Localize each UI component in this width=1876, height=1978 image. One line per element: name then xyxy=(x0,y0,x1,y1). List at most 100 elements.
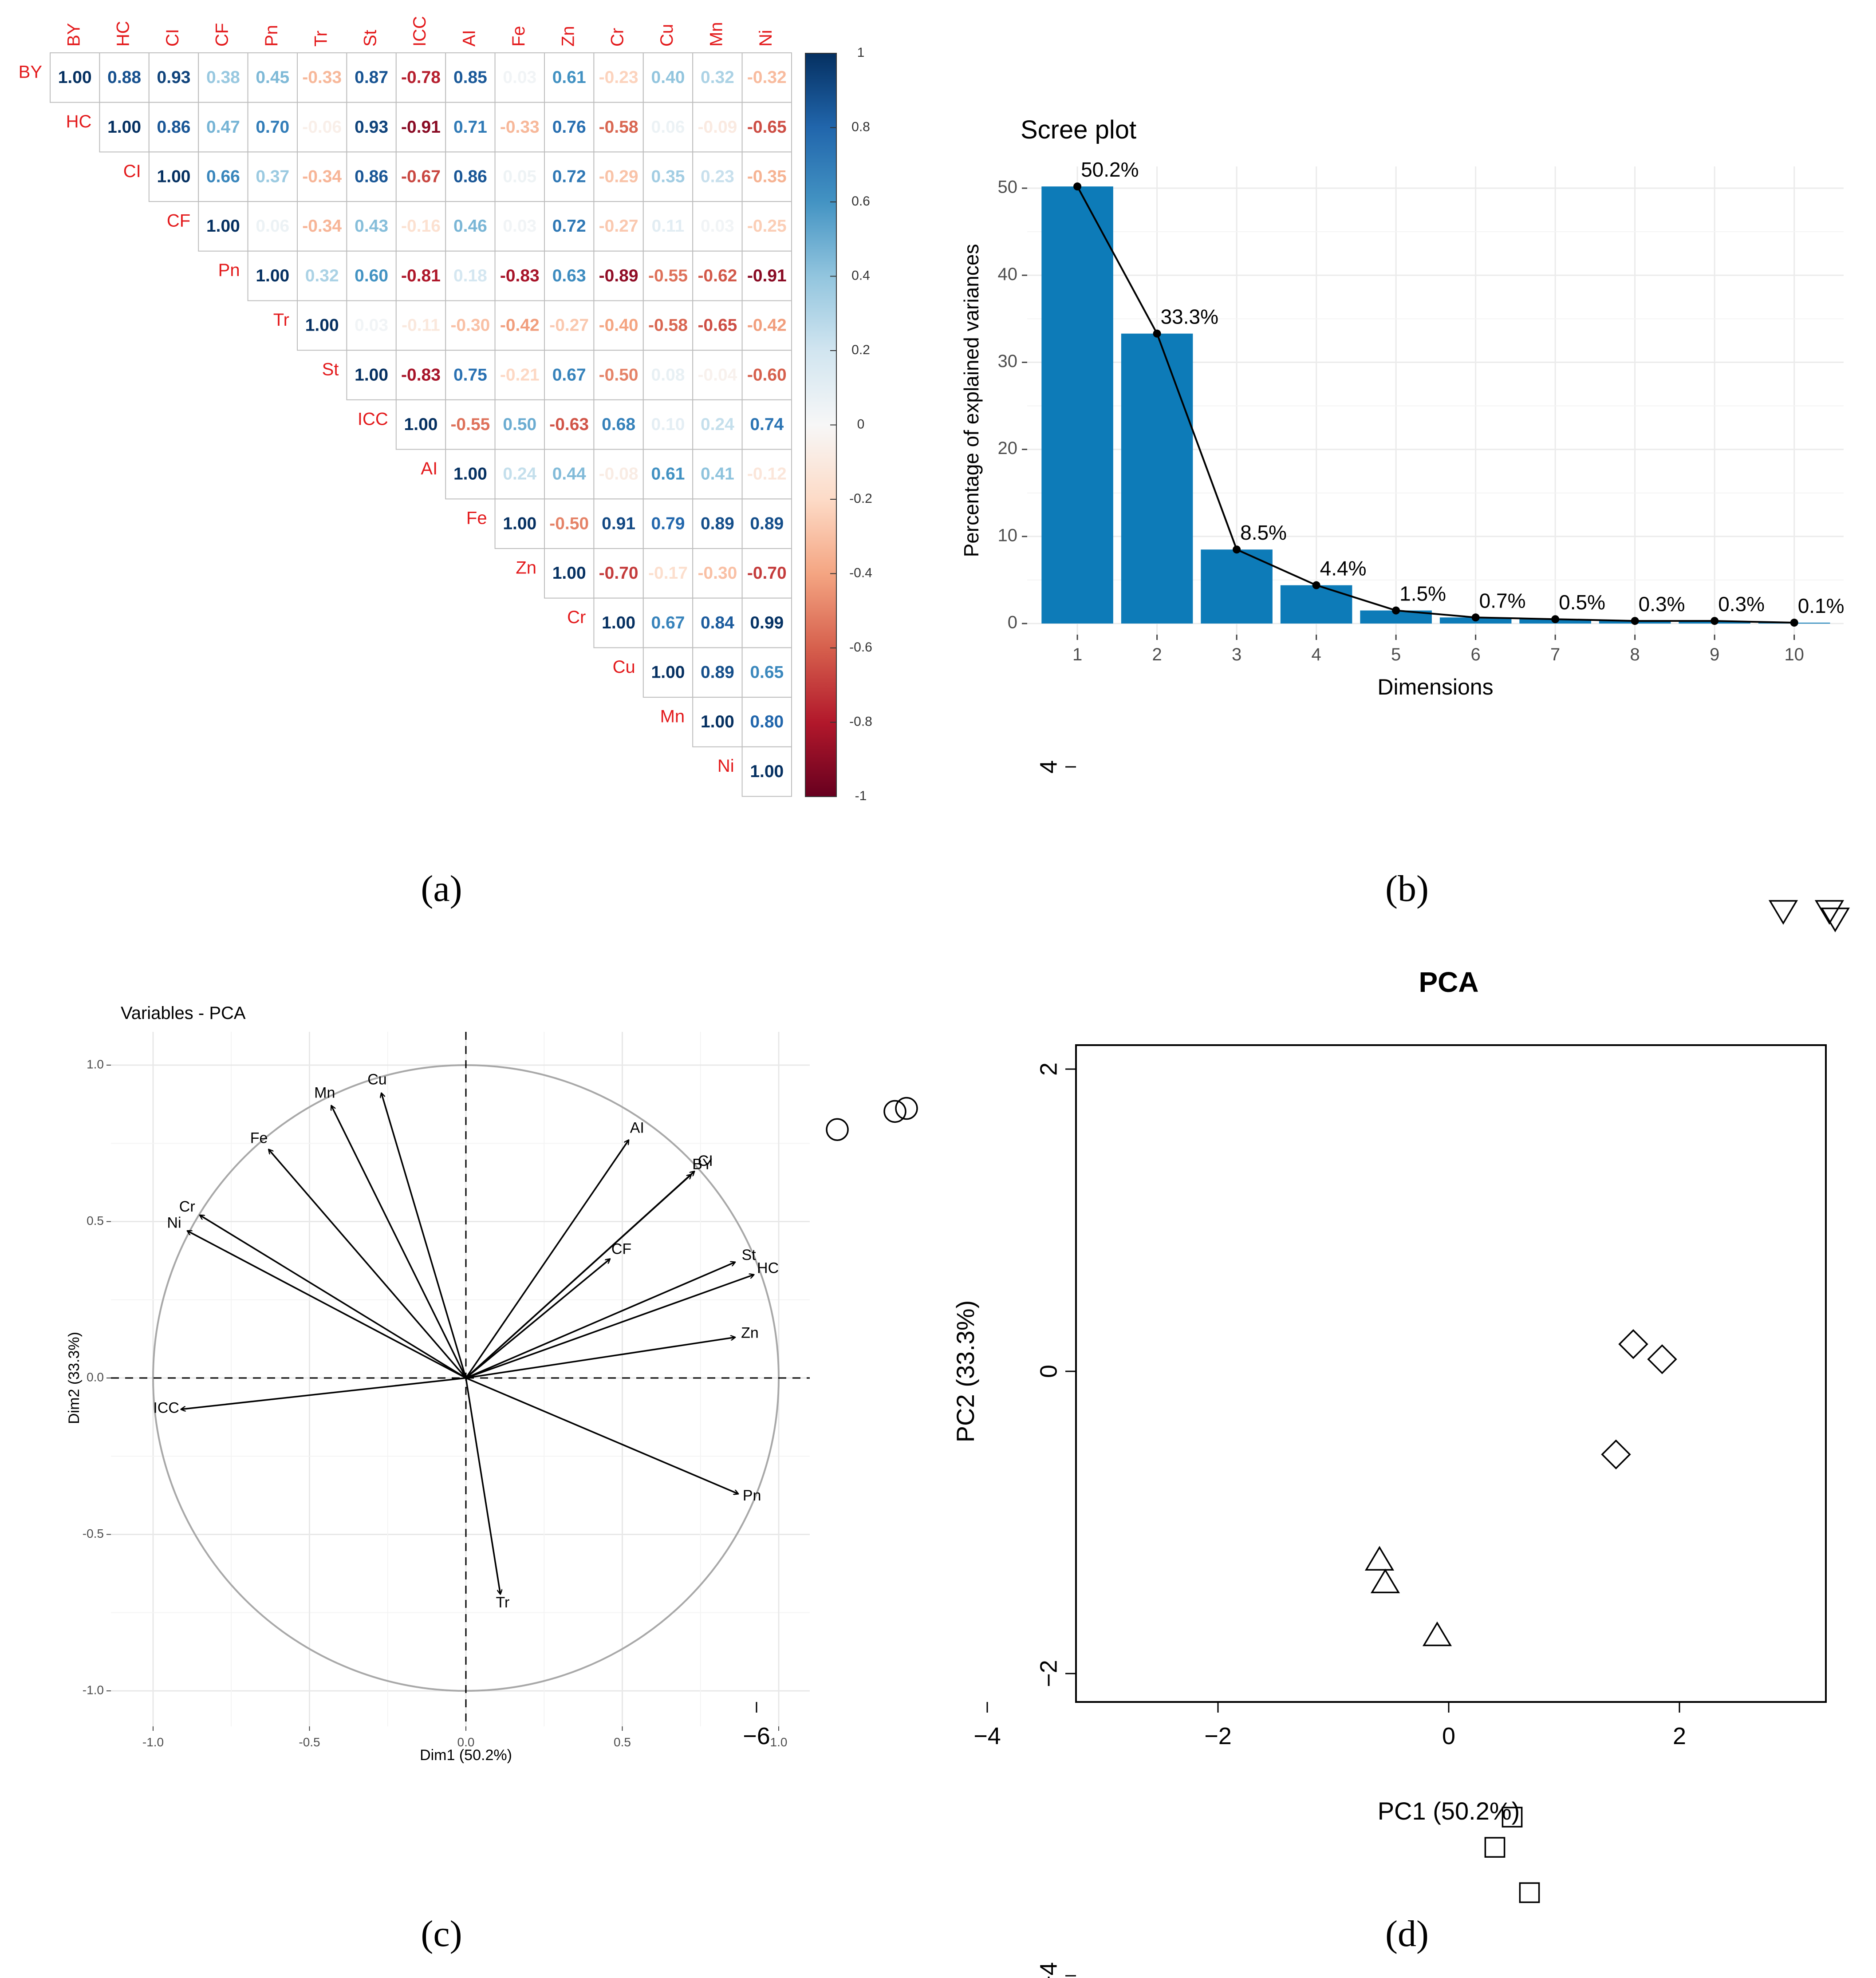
cell-Zn-Ni xyxy=(741,548,792,599)
cell-value-St-Cu: 0.08 xyxy=(651,365,685,384)
cell-Cr-Ni xyxy=(741,597,792,648)
vector-CI xyxy=(465,1172,694,1379)
cell-value-Fe-Fe: 1.00 xyxy=(503,514,536,533)
cell-value-CF-Ni: -0.25 xyxy=(747,217,787,236)
y-tick-label: 2 xyxy=(1035,1062,1062,1076)
x-tick-label: 2 xyxy=(1673,1723,1686,1749)
cell-value-HC-HC: 1.00 xyxy=(107,118,141,137)
value-label-8: 0.3% xyxy=(1639,592,1685,616)
col-label-Cu: Cu xyxy=(657,24,677,47)
col-label-Zn: Zn xyxy=(558,26,578,47)
point-square-2 xyxy=(1484,1837,1506,1858)
vector-label-ICC: ICC xyxy=(153,1399,179,1416)
cell-value-HC-Zn: 0.76 xyxy=(552,118,586,137)
cell-Zn-Cr xyxy=(593,548,644,599)
value-label-6: 0.7% xyxy=(1479,589,1526,612)
cell-value-CF-Pn: 0.06 xyxy=(256,217,289,236)
cell-value-AI-AI: 1.00 xyxy=(453,465,487,484)
col-label-St: St xyxy=(361,30,380,47)
scree-point-6 xyxy=(1471,613,1480,622)
cell-BY-HC xyxy=(99,52,150,103)
x-tick-label: 4 xyxy=(1312,645,1321,664)
col-label-CI: CI xyxy=(163,29,182,47)
cell-value-HC-CI: 0.86 xyxy=(157,118,191,137)
cell-ICC-Zn xyxy=(544,399,595,450)
cell-ICC-Fe xyxy=(494,399,545,450)
scree-point-1 xyxy=(1073,182,1082,191)
vector-label-BY: BY xyxy=(692,1156,712,1173)
cell-value-AI-Zn: 0.44 xyxy=(552,465,586,484)
vector-label-Ni: Ni xyxy=(167,1214,181,1231)
cell-value-Tr-Fe: -0.42 xyxy=(500,316,540,335)
cell-value-CF-CF: 1.00 xyxy=(206,217,240,236)
cell-AI-AI xyxy=(445,449,496,500)
cell-Pn-Mn xyxy=(692,250,743,301)
cell-BY-BY xyxy=(50,52,100,103)
row-label-CI: CI xyxy=(123,162,141,181)
cell-value-ICC-Ni: 0.74 xyxy=(750,415,784,434)
vector-label-CI: CI xyxy=(698,1153,713,1169)
cell-value-Tr-AI: -0.30 xyxy=(450,316,490,335)
point-triangle-up-2 xyxy=(1370,1568,1400,1594)
x-tick-label: 1.0 xyxy=(770,1735,788,1749)
vector-ICC xyxy=(181,1377,466,1409)
x-tick-label: -0.5 xyxy=(299,1735,320,1749)
cell-value-Pn-Cu: -0.55 xyxy=(648,266,688,285)
col-label-Fe: Fe xyxy=(509,26,528,47)
cell-BY-CI xyxy=(148,52,199,103)
value-label-9: 0.3% xyxy=(1718,592,1765,616)
x-tick-label: −4 xyxy=(973,1723,1001,1749)
cell-value-CI-Pn: 0.37 xyxy=(256,167,289,186)
cell-Pn-Ni xyxy=(741,250,792,301)
cell-Cr-Cu xyxy=(642,597,694,648)
vector-label-Fe: Fe xyxy=(250,1130,268,1147)
colorbar-tick-label: 0.2 xyxy=(851,343,870,357)
cell-value-CF-Tr: -0.34 xyxy=(302,217,342,236)
cell-value-Tr-ICC: -0.11 xyxy=(402,316,440,335)
x-tick-label: 2 xyxy=(1152,645,1162,664)
y-tick-label: -1.0 xyxy=(83,1683,104,1697)
row-label-Mn: Mn xyxy=(660,707,685,726)
row-label-Fe: Fe xyxy=(466,509,487,528)
colorbar-tick-label: 0.4 xyxy=(851,268,870,283)
cell-value-CI-Ni: -0.35 xyxy=(747,167,787,186)
x-tick-label: -1.0 xyxy=(142,1735,164,1749)
cell-value-Fe-Mn: 0.89 xyxy=(701,514,734,533)
vector-Zn xyxy=(465,1337,735,1379)
point-diamond-2 xyxy=(1647,1344,1677,1374)
col-label-AI: AI xyxy=(459,30,479,47)
cell-value-HC-ICC: -0.91 xyxy=(401,118,441,137)
cell-value-Cr-Cr: 1.00 xyxy=(602,613,635,632)
cell-value-BY-CF: 0.38 xyxy=(206,68,240,87)
cell-AI-Cr xyxy=(593,449,644,500)
cell-value-HC-Mn: -0.09 xyxy=(698,118,737,137)
cell-HC-Mn xyxy=(692,102,743,153)
cell-value-BY-CI: 0.93 xyxy=(157,68,191,87)
value-label-7: 0.5% xyxy=(1559,591,1605,614)
cell-value-CI-AI: 0.86 xyxy=(453,167,487,186)
bar-dim-4 xyxy=(1280,585,1352,624)
vector-Ni xyxy=(188,1231,466,1379)
cell-value-ICC-Fe: 0.50 xyxy=(503,415,536,434)
x-axis-title: Dim1 (50.2%) xyxy=(420,1747,512,1764)
y-tick-label: 1.0 xyxy=(87,1057,104,1071)
x-tick-label: 10 xyxy=(1784,645,1804,664)
panel-labels: (a) (b) (c) (d) xyxy=(421,868,1429,1954)
cell-Cu-Mn xyxy=(692,647,743,698)
cell-Tr-Cu xyxy=(642,300,694,351)
cell-Pn-Zn xyxy=(544,250,595,301)
cell-St-Ni xyxy=(741,350,792,400)
y-axis-title: Dim2 (33.3%) xyxy=(66,1332,83,1424)
panel-label-a: (a) xyxy=(421,868,462,909)
x-tick-label: 7 xyxy=(1550,645,1560,664)
point-diamond-1 xyxy=(1618,1329,1648,1359)
x-tick-label: 6 xyxy=(1471,645,1481,664)
cell-value-BY-ICC: -0.78 xyxy=(401,68,441,87)
cell-Fe-Cr xyxy=(593,498,644,549)
cell-value-Mn-Ni: 0.80 xyxy=(750,712,784,731)
cell-value-Pn-Fe: -0.83 xyxy=(500,266,540,285)
cell-HC-Tr xyxy=(297,102,347,153)
vector-label-Tr: Tr xyxy=(496,1594,509,1611)
colorbar-tick-label: -0.8 xyxy=(849,714,872,729)
cell-St-Cr xyxy=(593,350,644,400)
